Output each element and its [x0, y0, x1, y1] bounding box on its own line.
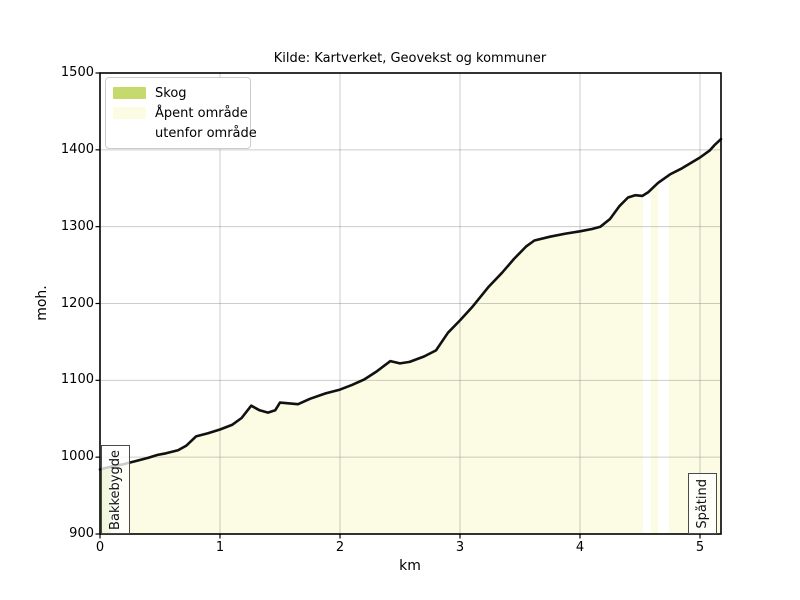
region-utenfor-omr-de — [658, 175, 669, 535]
legend-item-label: Åpent område — [155, 105, 248, 121]
region--pent-omr-de — [110, 195, 644, 534]
x-tick-label: 4 — [575, 540, 585, 555]
x-tick-label: 1 — [215, 540, 225, 555]
legend-item: utenfor område — [113, 123, 257, 143]
chart-title: Kilde: Kartverket, Geovekst og kommuner — [273, 51, 547, 66]
y-tick-label: 900 — [69, 526, 94, 541]
x-tick-label: 3 — [455, 540, 465, 555]
x-tick-label: 0 — [95, 540, 105, 555]
y-axis-label: moh. — [34, 285, 50, 321]
annotation-bakkebygde-label: Bakkebygde — [108, 449, 124, 530]
y-tick-label: 1500 — [60, 65, 94, 80]
legend: Skog Åpent område utenfor område — [105, 77, 257, 149]
legend-item-label: Skog — [155, 85, 187, 101]
annotation-spatind-label: Spåtind — [694, 478, 710, 529]
x-axis-label: km — [399, 558, 421, 574]
y-tick-label: 1200 — [60, 295, 94, 311]
legend-item-label: utenfor område — [155, 125, 257, 141]
legend-item: Åpent område — [113, 103, 248, 123]
y-tick-label: 1000 — [60, 449, 94, 465]
y-tick-label: 1400 — [60, 141, 94, 157]
x-tick-label: 2 — [335, 540, 345, 555]
region--pent-omr-de — [668, 139, 721, 534]
legend-swatch — [113, 127, 146, 139]
annotation-spatind: Spåtind — [687, 473, 717, 534]
legend-swatch — [113, 87, 146, 99]
region-utenfor-omr-de — [643, 189, 651, 535]
annotation-bakkebygde: Bakkebygde — [101, 445, 131, 534]
elevation-line — [98, 137, 723, 471]
legend-swatch — [113, 107, 146, 119]
legend-item: Skog — [113, 83, 242, 103]
x-tick-label: 5 — [695, 540, 705, 555]
y-tick-label: 1100 — [60, 372, 94, 388]
region--pent-omr-de — [650, 182, 658, 534]
y-tick-label: 1300 — [60, 218, 94, 234]
